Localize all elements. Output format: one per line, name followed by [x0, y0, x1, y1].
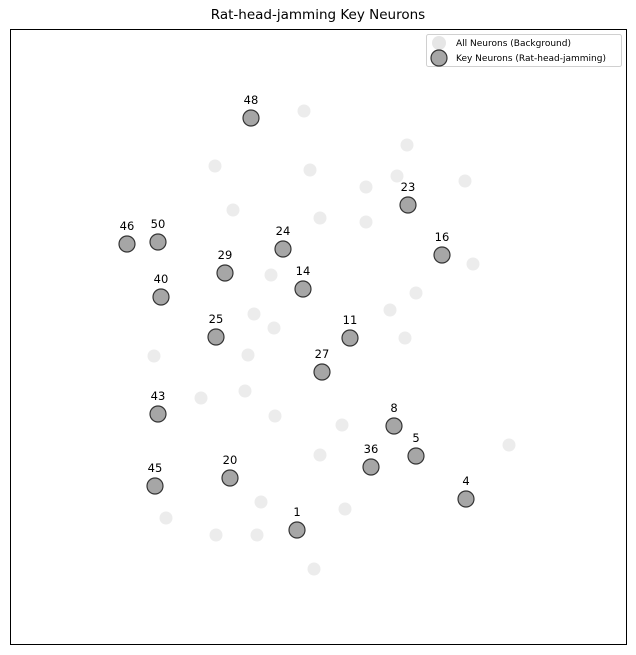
key-points-layer: 48 23 46 50 24 16 29 14 40 25 11 27 43 8 5 36 45 20 4 1 — [118, 93, 475, 539]
background-neuron-point — [250, 528, 264, 542]
key-neuron-point-27 — [313, 363, 331, 381]
background-neuron-point — [359, 215, 373, 229]
background-neuron-point — [458, 174, 472, 188]
key-neuron-label-40: 40 — [154, 272, 169, 286]
key-neuron-point-29 — [216, 264, 234, 282]
legend-key-swatch — [430, 49, 448, 67]
background-neuron-point — [307, 562, 321, 576]
legend-label-background: All Neurons (Background) — [456, 39, 571, 49]
background-neuron-point — [313, 211, 327, 225]
background-neuron-point — [398, 331, 412, 345]
key-neuron-label-36: 36 — [364, 442, 379, 456]
key-neuron-point-4 — [457, 490, 475, 508]
key-neuron-label-1: 1 — [293, 505, 300, 519]
background-neuron-point — [338, 502, 352, 516]
key-neuron-label-29: 29 — [218, 248, 233, 262]
key-neuron-label-23: 23 — [401, 180, 416, 194]
background-neuron-point — [297, 104, 311, 118]
plot-frame — [10, 29, 627, 645]
key-neuron-point-14 — [294, 280, 312, 298]
key-neuron-label-8: 8 — [390, 401, 397, 415]
key-neuron-point-20 — [221, 469, 239, 487]
chart-title: Rat-head-jamming Key Neurons — [210, 7, 426, 23]
key-neuron-point-16 — [433, 246, 451, 264]
background-neuron-point — [159, 511, 173, 525]
background-neuron-point — [264, 268, 278, 282]
background-neuron-point — [247, 307, 261, 321]
background-points-layer — [147, 104, 516, 576]
background-neuron-point — [400, 138, 414, 152]
key-neuron-point-23 — [399, 196, 417, 214]
key-neuron-label-5: 5 — [412, 431, 419, 445]
background-neuron-point — [359, 180, 373, 194]
key-neuron-label-48: 48 — [244, 93, 259, 107]
key-neuron-label-45: 45 — [148, 461, 163, 475]
key-neuron-label-4: 4 — [462, 474, 469, 488]
background-neuron-point — [268, 409, 282, 423]
key-neuron-label-11: 11 — [343, 313, 358, 327]
key-neuron-point-40 — [152, 288, 170, 306]
legend-label-key: Key Neurons (Rat-head-jamming) — [456, 54, 606, 64]
legend-background-swatch — [432, 36, 446, 50]
background-neuron-point — [383, 303, 397, 317]
key-neuron-point-1 — [288, 521, 306, 539]
legend-box — [426, 34, 622, 67]
background-neuron-point — [238, 384, 252, 398]
key-neuron-point-5 — [407, 447, 425, 465]
key-neuron-point-45 — [146, 477, 164, 495]
key-neuron-point-36 — [362, 458, 380, 476]
background-neuron-point — [409, 286, 423, 300]
key-neuron-label-25: 25 — [209, 312, 224, 326]
background-neuron-point — [226, 203, 240, 217]
key-neuron-point-48 — [242, 109, 260, 127]
key-neuron-label-14: 14 — [296, 264, 311, 278]
background-neuron-point — [241, 348, 255, 362]
key-neuron-point-25 — [207, 328, 225, 346]
key-neuron-label-27: 27 — [315, 347, 330, 361]
background-neuron-point — [147, 349, 161, 363]
key-neuron-point-8 — [385, 417, 403, 435]
key-neuron-label-20: 20 — [223, 453, 238, 467]
background-neuron-point — [303, 163, 317, 177]
key-neuron-point-11 — [341, 329, 359, 347]
key-neuron-point-43 — [149, 405, 167, 423]
key-neuron-point-46 — [118, 235, 136, 253]
background-neuron-point — [313, 448, 327, 462]
background-neuron-point — [335, 418, 349, 432]
background-neuron-point — [267, 321, 281, 335]
key-neuron-label-46: 46 — [120, 219, 135, 233]
key-neuron-label-50: 50 — [151, 217, 166, 231]
key-neuron-point-24 — [274, 240, 292, 258]
legend: All Neurons (Background) Key Neurons (Ra… — [426, 34, 622, 67]
background-neuron-point — [254, 495, 268, 509]
key-neuron-label-16: 16 — [435, 230, 450, 244]
key-neuron-label-24: 24 — [276, 224, 291, 238]
key-neuron-point-50 — [149, 233, 167, 251]
background-neuron-point — [194, 391, 208, 405]
background-neuron-point — [502, 438, 516, 452]
key-neuron-label-43: 43 — [151, 389, 166, 403]
background-neuron-point — [390, 169, 404, 183]
background-neuron-point — [208, 159, 222, 173]
background-neuron-point — [466, 257, 480, 271]
background-neuron-point — [209, 528, 223, 542]
